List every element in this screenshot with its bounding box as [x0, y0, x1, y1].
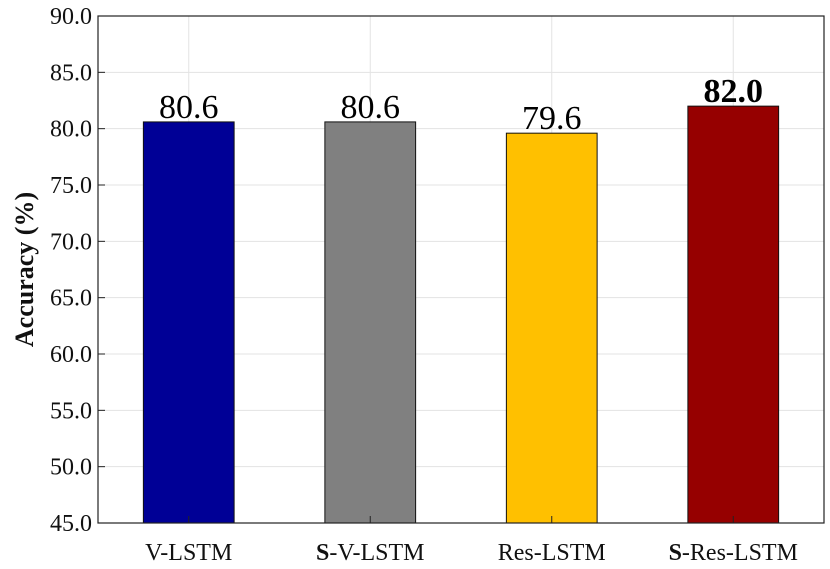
y-tick-label: 70.0 — [50, 229, 92, 255]
bar — [687, 105, 780, 524]
y-tick-label: 45.0 — [50, 511, 92, 537]
y-tick-label: 90.0 — [50, 4, 92, 30]
y-axis-ticks: 45.0 50.0 55.0 60.0 65.0 70.0 75.0 80.0 85.0 90.0 — [50, 4, 105, 537]
x-axis-labels: V-LSTM S-V-LSTM Res-LSTM S-Res-LSTM — [145, 516, 798, 566]
value-labels: 80.6 80.6 79.6 82.0 — [159, 73, 763, 137]
bar-value-label: 82.0 — [704, 73, 764, 110]
x-tick-label: S-V-LSTM — [316, 540, 424, 566]
x-tick-label: V-LSTM — [145, 540, 232, 566]
y-tick-label: 75.0 — [50, 173, 92, 199]
x-tick-label: Res-LSTM — [498, 540, 606, 566]
x-tick-label-text: V-LSTM — [145, 540, 232, 566]
bar-value-label: 80.6 — [341, 89, 401, 126]
y-tick-label: 80.0 — [50, 117, 92, 143]
x-tick-label-text: -V-LSTM — [329, 540, 424, 566]
x-tick-label-text: Res-LSTM — [498, 540, 606, 566]
x-tick-label: S-Res-LSTM — [669, 540, 798, 566]
y-axis-title: Accuracy (%) — [10, 192, 39, 347]
y-tick-label: 50.0 — [50, 455, 92, 481]
y-tick-label: 60.0 — [50, 342, 92, 368]
y-tick-label: 85.0 — [50, 60, 92, 86]
bar — [142, 121, 235, 524]
bars — [142, 105, 780, 524]
bar — [505, 132, 598, 524]
y-tick-label: 65.0 — [50, 286, 92, 312]
bar — [324, 121, 417, 524]
plot-frame — [97, 15, 825, 524]
y-tick-label: 55.0 — [50, 398, 92, 424]
bar-value-label: 79.6 — [522, 100, 582, 137]
x-tick-label-prefix: S — [669, 540, 682, 566]
x-tick-label-text: -Res-LSTM — [682, 540, 798, 566]
bar-value-label: 80.6 — [159, 89, 219, 126]
x-tick-label-prefix: S — [316, 540, 329, 566]
